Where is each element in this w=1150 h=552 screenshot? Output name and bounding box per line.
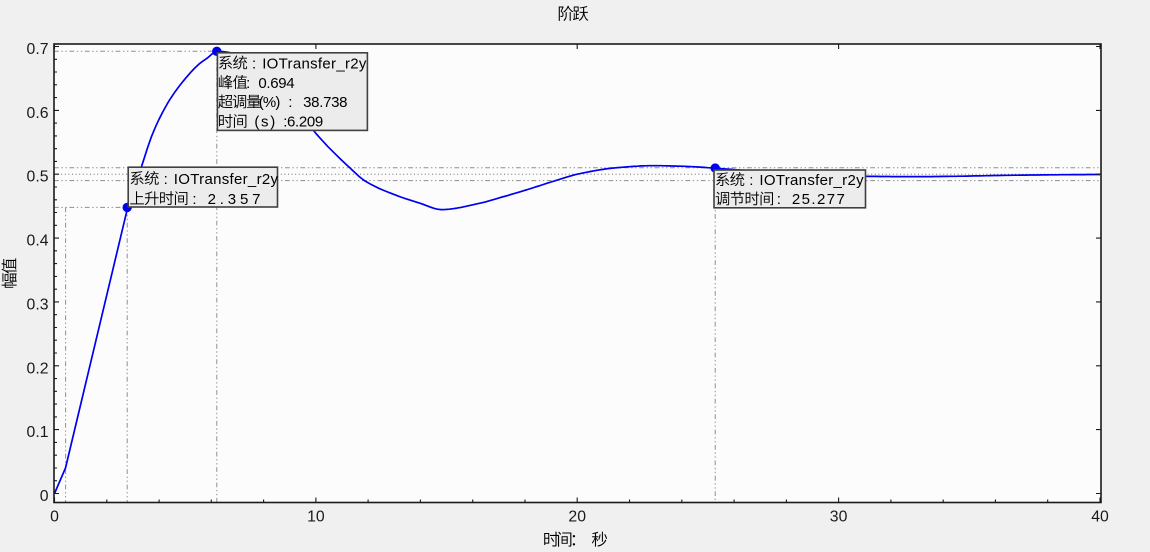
svg-text:0.5: 0.5 xyxy=(27,169,49,186)
svg-text::: : xyxy=(192,191,196,208)
svg-text::: : xyxy=(164,171,168,188)
svg-text:25.277: 25.277 xyxy=(792,191,845,208)
svg-text:40: 40 xyxy=(1091,509,1109,526)
svg-text::: : xyxy=(749,172,753,189)
svg-text:2.357: 2.357 xyxy=(208,191,261,208)
svg-text:30: 30 xyxy=(830,509,848,526)
svg-text::6.209: :6.209 xyxy=(283,114,323,131)
svg-text:IOTransfer_r2y: IOTransfer_r2y xyxy=(174,171,279,188)
svg-text:20: 20 xyxy=(568,509,586,526)
svg-text::: : xyxy=(777,191,781,208)
svg-text:0.3: 0.3 xyxy=(27,296,49,313)
svg-text:0.6: 0.6 xyxy=(27,105,49,122)
svg-text:0: 0 xyxy=(40,488,49,505)
svg-text:10: 10 xyxy=(307,509,325,526)
svg-text:(s): (s) xyxy=(254,114,275,131)
svg-text:0.4: 0.4 xyxy=(27,233,49,250)
svg-text:0.694: 0.694 xyxy=(258,75,294,92)
svg-text::: : xyxy=(246,75,250,92)
svg-text:0: 0 xyxy=(50,509,59,526)
svg-text:0.2: 0.2 xyxy=(27,360,49,377)
svg-text::: : xyxy=(288,94,292,111)
svg-text::: : xyxy=(252,55,256,72)
svg-text:(%): (%) xyxy=(259,94,281,111)
svg-text:IOTransfer_r2y: IOTransfer_r2y xyxy=(759,172,864,189)
svg-text:IOTransfer_r2y: IOTransfer_r2y xyxy=(262,55,367,72)
svg-text:0.1: 0.1 xyxy=(27,424,49,441)
svg-text:0.7: 0.7 xyxy=(27,41,49,58)
svg-text:38.738: 38.738 xyxy=(303,94,347,111)
